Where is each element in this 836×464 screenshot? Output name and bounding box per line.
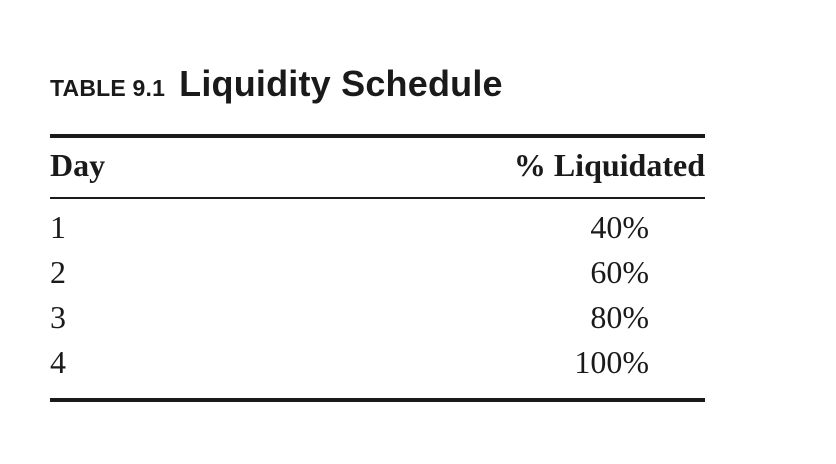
table-caption: TABLE 9.1 Liquidity Schedule xyxy=(50,66,503,102)
table-row: 1 40% xyxy=(50,205,705,250)
day-cell: 3 xyxy=(50,299,66,335)
table-title: Liquidity Schedule xyxy=(179,63,503,104)
table-label: TABLE 9.1 xyxy=(50,75,166,101)
percent-liquidated-cell: 100% xyxy=(574,344,649,380)
column-header-percent-liquidated: % Liquidated xyxy=(513,147,705,183)
table-row: 4 100% xyxy=(50,340,705,385)
percent-liquidated-cell: 40% xyxy=(590,209,649,245)
header-rule xyxy=(50,197,705,199)
column-header-day: Day xyxy=(50,147,106,183)
table-row: 3 80% xyxy=(50,295,705,340)
day-cell: 1 xyxy=(50,209,66,245)
bottom-rule xyxy=(50,398,705,402)
table-body: 1 40% 2 60% 3 80% 4 100% xyxy=(50,205,705,385)
percent-liquidated-cell: 80% xyxy=(590,299,649,335)
day-cell: 2 xyxy=(50,254,66,290)
top-rule xyxy=(50,134,705,138)
day-cell: 4 xyxy=(50,344,66,380)
table-row: 2 60% xyxy=(50,250,705,295)
percent-liquidated-cell: 60% xyxy=(590,254,649,290)
